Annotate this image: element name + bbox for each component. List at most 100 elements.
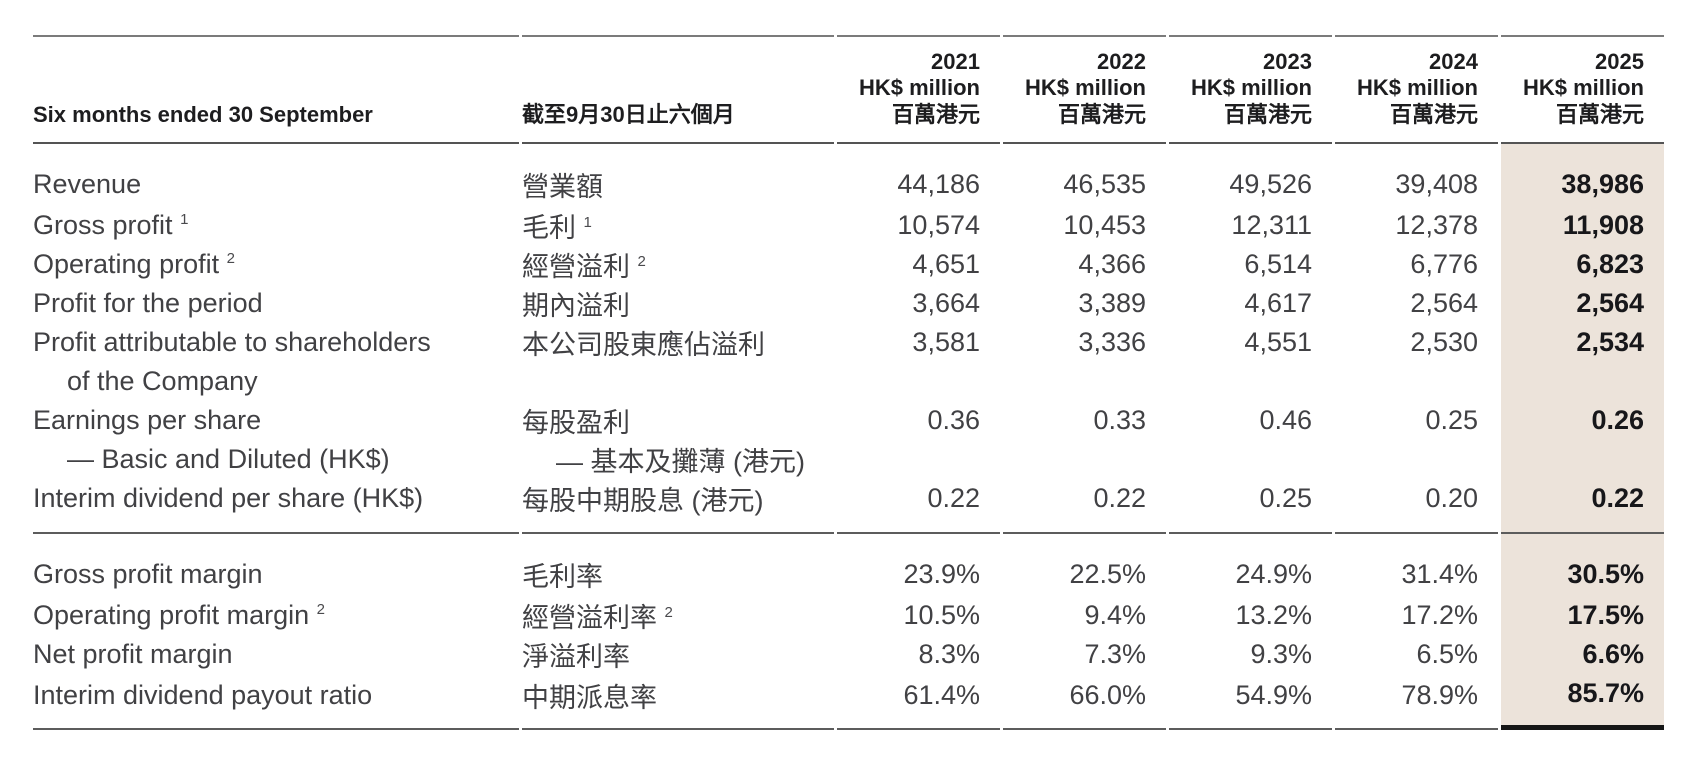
unit-label-en: HK$ million <box>1522 75 1644 101</box>
row-value-empty <box>1169 362 1332 401</box>
row-label-zh: 本公司股東應佔溢利 <box>522 330 765 360</box>
col-header-year-2024: 2024 HK$ million 百萬港元 <box>1335 35 1498 144</box>
table-row-continuation: — Basic and Diluted (HK$) — 基本及攤薄 (港元) <box>33 440 1664 479</box>
table-row: Profit attributable to shareholders 本公司股東… <box>33 323 1664 362</box>
row-value-2023: 54.9% <box>1169 674 1332 730</box>
year-label: 2025 <box>1595 48 1644 74</box>
row-label-en: Earnings per share <box>33 405 262 435</box>
row-value-2021: 3,581 <box>912 327 980 357</box>
row-value-2023: 9.3% <box>1250 639 1312 669</box>
row-value-2021: 0.22 <box>837 479 1000 534</box>
row-label-en-line2: — Basic and Diluted (HK$) <box>67 444 390 474</box>
row-value-empty <box>837 362 1000 401</box>
row-value-2023: 6,514 <box>1244 249 1312 279</box>
row-value-2025: 6.6% <box>1501 635 1664 674</box>
row-label-en: Interim dividend payout ratio <box>33 674 519 730</box>
row-value-empty <box>1335 362 1498 401</box>
row-value-2021: 44,186 <box>897 168 980 199</box>
unit-label-en: HK$ million <box>858 75 980 101</box>
row-value-2025: 2,564 <box>1501 284 1664 323</box>
unit-label-en: HK$ million <box>1024 75 1146 101</box>
row-value-2022: 3,336 <box>1078 327 1146 357</box>
col-header-year-2022: 2022 HK$ million 百萬港元 <box>1003 35 1166 144</box>
row-value-2022: 10,453 <box>1063 210 1146 240</box>
row-value-2023: 24.9% <box>1235 558 1312 589</box>
table-row: Revenue 營業額 44,186 46,535 49,526 39,408 38,986 <box>33 144 1664 206</box>
row-value-empty <box>1003 362 1166 401</box>
row-label-en: Operating profit margin 2 <box>33 600 325 630</box>
row-label-zh-line2: — 基本及攤薄 (港元) <box>556 447 805 477</box>
row-value-2022: 46,535 <box>1063 168 1146 199</box>
financial-highlights-page: Six months ended 30 September 截至9月30日止六個… <box>0 35 1698 771</box>
table-row-continuation: of the Company <box>33 362 1664 401</box>
row-value-2024: 12,378 <box>1395 210 1478 240</box>
row-value-empty <box>1169 440 1332 479</box>
table-row: Earnings per share 每股盈利 0.36 0.33 0.46 0.25 0.… <box>33 401 1664 440</box>
table-row: Interim dividend payout ratio 中期派息率 61.4% 6… <box>33 674 1664 730</box>
row-value-2023: 13.2% <box>1235 600 1312 630</box>
footnote-ref: 2 <box>637 253 646 270</box>
row-label-zh: 淨溢利率 <box>522 642 630 672</box>
row-value-2022: 0.33 <box>1093 405 1146 435</box>
row-label-zh: 經營溢利率 2 <box>522 603 673 633</box>
year-label: 2022 <box>1097 48 1146 74</box>
unit-label-zh: 百萬港元 <box>1223 101 1312 127</box>
unit-label-en: HK$ million <box>1356 75 1478 101</box>
row-value-empty <box>1003 440 1166 479</box>
row-value-2021: 61.4% <box>837 674 1000 730</box>
row-value-2023: 12,311 <box>1231 210 1312 240</box>
row-label-zh: 經營溢利 2 <box>522 252 646 282</box>
row-value-empty <box>837 440 1000 479</box>
row-value-2023: 0.46 <box>1259 405 1312 435</box>
row-value-2024: 0.20 <box>1335 479 1498 534</box>
row-value-2021: 10.5% <box>903 600 980 630</box>
row-value-2025: 30.5% <box>1501 534 1664 596</box>
row-value-2025: 6,823 <box>1501 245 1664 284</box>
row-label-en: Gross profit 1 <box>33 210 189 240</box>
row-value-2024: 2,564 <box>1410 288 1478 318</box>
row-value-2023: 49,526 <box>1229 168 1312 199</box>
table-row: Interim dividend per share (HK$) 每股中期股息 (… <box>33 479 1664 534</box>
col-header-year-2021: 2021 HK$ million 百萬港元 <box>837 35 1000 144</box>
row-label-en: Profit attributable to shareholders <box>33 327 431 357</box>
table-row: Profit for the period 期內溢利 3,664 3,389 4,617… <box>33 284 1664 323</box>
table-row: Gross profit 1 毛利 1 10,574 10,453 12,311 12,3… <box>33 206 1664 245</box>
table-row: Net profit margin 淨溢利率 8.3% 7.3% 9.3% 6.5% 6.6… <box>33 635 1664 674</box>
row-value-2025: 0.22 <box>1501 479 1664 534</box>
row-label-en: Profit for the period <box>33 288 263 318</box>
footnote-ref: 1 <box>180 211 189 228</box>
table-header-row: Six months ended 30 September 截至9月30日止六個… <box>33 35 1664 144</box>
row-value-2023: 4,617 <box>1244 288 1312 318</box>
row-value-2024: 2,530 <box>1410 327 1478 357</box>
footnote-ref: 2 <box>664 604 673 621</box>
row-value-empty <box>1335 440 1498 479</box>
row-label-en: Operating profit 2 <box>33 249 235 279</box>
row-value-2023: 0.25 <box>1169 479 1332 534</box>
row-value-2024: 39,408 <box>1395 168 1478 199</box>
row-label-zh: 毛利 1 <box>522 213 592 243</box>
row-value-2024: 6,776 <box>1410 249 1478 279</box>
row-label-zh: 每股中期股息 (港元) <box>522 479 834 534</box>
row-value-2021: 10,574 <box>897 210 980 240</box>
col-header-year-2023: 2023 HK$ million 百萬港元 <box>1169 35 1332 144</box>
year-label: 2024 <box>1429 48 1478 74</box>
row-value-2021: 4,651 <box>912 249 980 279</box>
row-label-zh: 中期派息率 <box>522 674 834 730</box>
table-row: Operating profit 2 經營溢利 2 4,651 4,366 6,514 6… <box>33 245 1664 284</box>
year-label: 2023 <box>1263 48 1312 74</box>
table-row: Gross profit margin 毛利率 23.9% 22.5% 24.9% 31.… <box>33 534 1664 596</box>
row-label-en-line2: of the Company <box>67 366 258 396</box>
row-value-2021: 8.3% <box>918 639 980 669</box>
financial-highlights-table: Six months ended 30 September 截至9月30日止六個… <box>30 35 1667 730</box>
row-label-en: Revenue <box>33 168 142 199</box>
year-label: 2021 <box>931 48 980 74</box>
table-body: Revenue 營業額 44,186 46,535 49,526 39,408 38,986… <box>33 144 1664 730</box>
row-value-2024: 17.2% <box>1401 600 1478 630</box>
row-value-2021: 0.36 <box>927 405 980 435</box>
row-label-zh: 每股盈利 <box>522 408 630 438</box>
row-value-2022: 9.4% <box>1084 600 1146 630</box>
row-label-en: Net profit margin <box>33 639 233 669</box>
period-header-zh: 截至9月30日止六個月 <box>522 35 834 144</box>
row-value-2025: 17.5% <box>1501 596 1664 635</box>
footnote-ref: 1 <box>583 214 592 231</box>
